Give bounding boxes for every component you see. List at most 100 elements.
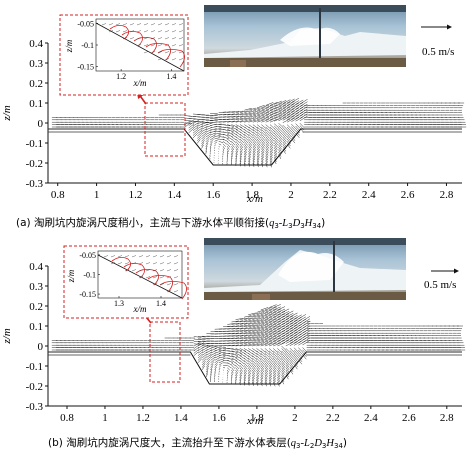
velocity-vector <box>252 313 260 315</box>
velocity-vector <box>266 151 269 155</box>
velocity-vector <box>283 125 287 129</box>
velocity-vector <box>266 102 274 105</box>
velocity-vector <box>202 363 205 367</box>
velocity-vector <box>265 307 273 310</box>
x-tick-label: 2.6 <box>401 189 415 201</box>
velocity-vector <box>286 351 290 356</box>
inset-y-label-b: z/m <box>66 269 76 283</box>
velocity-vector <box>291 124 295 129</box>
velocity-vector <box>298 341 306 345</box>
velocity-vector <box>290 355 294 360</box>
x-tick-label: 0.8 <box>60 412 74 424</box>
velocity-vector <box>257 334 265 336</box>
velocity-vector <box>269 375 271 379</box>
velocity-vector <box>197 139 200 143</box>
velocity-vector <box>244 118 252 120</box>
velocity-vector <box>219 365 221 367</box>
velocity-vector <box>248 337 256 339</box>
velocity-vector <box>219 146 220 147</box>
velocity-vector <box>261 149 264 153</box>
velocity-vector <box>286 335 294 339</box>
velocity-vector <box>300 104 308 109</box>
velocity-vector <box>257 117 265 120</box>
y-tick-label: 0 <box>38 118 44 130</box>
velocity-vector <box>261 341 269 344</box>
velocity-vector <box>273 365 276 370</box>
velocity-vector <box>286 321 294 325</box>
velocity-vector <box>296 102 304 106</box>
velocity-vector <box>198 359 202 363</box>
velocity-vector <box>269 307 277 310</box>
velocity-vector <box>202 354 207 358</box>
velocity-vector <box>273 351 278 355</box>
caption-b: (b) 淘刷坑内旋涡尺度大，主流抬升至下游水体表层(q3-L2D3H34) <box>48 436 347 450</box>
velocity-vector <box>290 325 298 329</box>
inset-x-tick-label: 1.4 <box>166 72 176 81</box>
velocity-vector <box>261 112 269 115</box>
x-tick-label: 2.8 <box>440 189 454 201</box>
velocity-vector <box>274 150 277 155</box>
velocity-vector <box>266 107 274 110</box>
velocity-vector <box>303 347 307 352</box>
velocity-vector <box>198 356 202 360</box>
velocity-vector <box>227 368 229 371</box>
velocity-vector <box>290 339 298 343</box>
velocity-vector <box>202 140 205 144</box>
velocity-vector <box>261 319 269 322</box>
velocity-vector <box>240 120 248 122</box>
velocity-vector <box>261 110 269 113</box>
velocity-vector <box>253 113 261 115</box>
velocity-vector <box>261 137 265 141</box>
velocity-vector <box>252 325 260 327</box>
velocity-vector <box>273 368 276 373</box>
velocity-vector <box>294 355 298 360</box>
velocity-vector <box>283 132 287 137</box>
velocity-vector <box>252 318 260 320</box>
velocity-vector <box>249 120 257 122</box>
velocity-vector <box>248 344 256 346</box>
velocity-vector <box>261 107 269 110</box>
velocity-vector <box>265 351 270 355</box>
velocity-vector <box>223 141 227 144</box>
velocity-vector <box>294 320 302 324</box>
velocity-vector <box>219 368 220 370</box>
velocity-vector <box>223 139 228 142</box>
bed-profile-b <box>48 352 462 384</box>
velocity-vector <box>214 135 220 136</box>
velocity-vector <box>257 327 265 329</box>
velocity-vector <box>270 137 274 142</box>
velocity-vector <box>279 138 283 143</box>
velocity-vector <box>261 315 269 318</box>
velocity-vector <box>261 329 269 332</box>
velocity-vector <box>286 316 294 320</box>
velocity-vector <box>269 331 277 334</box>
y-tick-label: 0.2 <box>29 78 43 90</box>
velocity-vector <box>291 113 299 117</box>
velocity-vector <box>274 124 279 128</box>
velocity-vector <box>269 370 272 375</box>
x-tick-label: 1.2 <box>129 189 143 201</box>
velocity-vector <box>257 129 262 133</box>
velocity-vector <box>253 137 257 141</box>
velocity-vector <box>257 322 265 324</box>
velocity-vector <box>265 356 269 360</box>
velocity-vector <box>269 338 277 341</box>
y-ticks-b: 0.40.30.20.10-0.1-0.2-0.3 <box>26 261 48 413</box>
velocity-vector <box>261 134 265 138</box>
velocity-vector <box>269 363 273 368</box>
velocity-vector <box>266 149 269 154</box>
velocity-vector <box>294 322 302 326</box>
velocity-vector <box>248 342 256 344</box>
velocity-vector <box>261 343 269 346</box>
inset-x-label-a: x/m <box>133 78 147 88</box>
velocity-vector <box>279 128 283 132</box>
velocity-vector <box>294 324 302 328</box>
velocity-vector <box>279 130 283 134</box>
velocity-vector <box>294 357 298 362</box>
velocity-vector <box>222 163 223 164</box>
velocity-vector <box>257 339 265 341</box>
velocity-vector <box>273 360 277 365</box>
velocity-vector <box>184 123 192 124</box>
velocity-vector <box>290 353 294 358</box>
velocity-vector <box>277 356 281 361</box>
